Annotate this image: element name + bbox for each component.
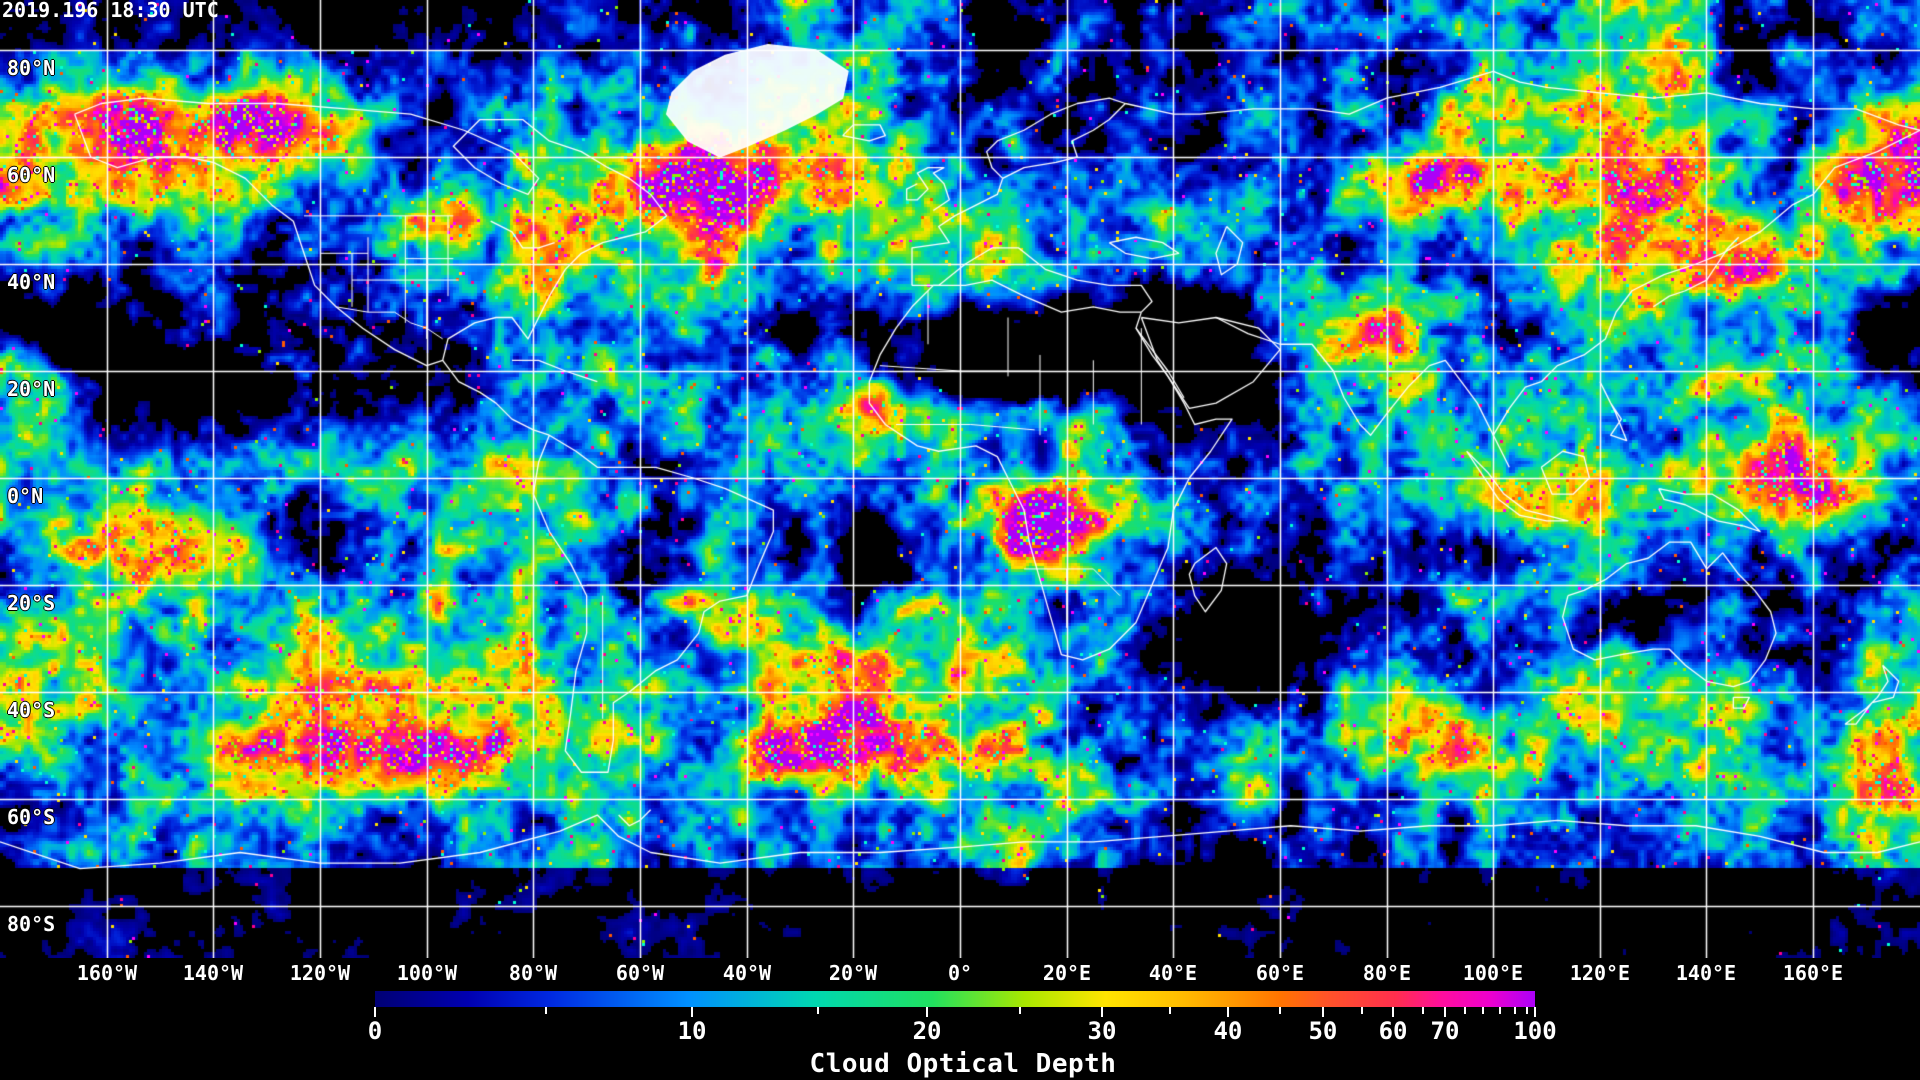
lon-label: 0° bbox=[947, 961, 973, 985]
lat-label: 40°S bbox=[7, 698, 56, 722]
lat-label: 20°N bbox=[7, 377, 56, 401]
lat-label: 20°S bbox=[7, 591, 56, 615]
lon-label: 40°W bbox=[722, 961, 772, 985]
colorbar-tick-minor bbox=[1421, 1007, 1424, 1014]
lat-label: 0°N bbox=[7, 484, 44, 508]
lon-label: 80°E bbox=[1362, 961, 1412, 985]
lon-label: 140°E bbox=[1675, 961, 1737, 985]
colorbar-tick-minor bbox=[1168, 1007, 1171, 1014]
colorbar-tick-label: 50 bbox=[1308, 1017, 1338, 1045]
lon-label: 140°W bbox=[182, 961, 244, 985]
colorbar-tick-major bbox=[1226, 1007, 1229, 1017]
lon-label: 120°E bbox=[1569, 961, 1631, 985]
colorbar-tick-label: 30 bbox=[1087, 1017, 1117, 1045]
lat-label: 80°N bbox=[7, 56, 56, 80]
lat-label: 60°N bbox=[7, 163, 56, 187]
colorbar-tick-label: 100 bbox=[1513, 1017, 1557, 1045]
colorbar-tick-major bbox=[1443, 1007, 1446, 1017]
lon-label: 20°W bbox=[828, 961, 878, 985]
colorbar-tick-minor bbox=[1525, 1007, 1528, 1014]
colorbar-tick-major bbox=[374, 1007, 376, 1017]
timestamp-label: 2019.196 18:30 UTC bbox=[2, 0, 219, 22]
colorbar-tick-major bbox=[1392, 1007, 1395, 1017]
lon-label: 120°W bbox=[289, 961, 351, 985]
colorbar-tick-minor bbox=[1018, 1007, 1021, 1014]
colorbar-tick-major bbox=[926, 1007, 929, 1017]
lon-label: 60°E bbox=[1255, 961, 1305, 985]
colorbar-tick-label: 60 bbox=[1378, 1017, 1408, 1045]
colorbar-tick-label: 20 bbox=[912, 1017, 942, 1045]
colorbar-tick-minor bbox=[1361, 1007, 1364, 1014]
lon-label: 160°E bbox=[1782, 961, 1844, 985]
lon-label: 40°E bbox=[1148, 961, 1198, 985]
colorbar-tick-minor bbox=[1482, 1007, 1485, 1014]
colorbar-gradient bbox=[375, 991, 1535, 1007]
colorbar-tick-major bbox=[1321, 1007, 1324, 1017]
lon-label: 100°W bbox=[396, 961, 458, 985]
colorbar-title: Cloud Optical Depth bbox=[809, 1049, 1117, 1079]
lon-label: 160°W bbox=[76, 961, 138, 985]
colorbar-tick-minor bbox=[1279, 1007, 1282, 1014]
lon-label: 80°W bbox=[508, 961, 558, 985]
world-cloud-map-canvas bbox=[0, 0, 1920, 958]
colorbar-tick-label: 0 bbox=[367, 1017, 383, 1045]
colorbar-tick-minor bbox=[544, 1007, 547, 1014]
lon-label: 100°E bbox=[1462, 961, 1524, 985]
colorbar-tick-label: 10 bbox=[677, 1017, 707, 1045]
colorbar-tick-label: 40 bbox=[1213, 1017, 1243, 1045]
colorbar-tick-major bbox=[691, 1007, 694, 1017]
colorbar-tick-minor bbox=[817, 1007, 819, 1014]
colorbar-tick-minor bbox=[1514, 1007, 1517, 1014]
lat-label: 80°S bbox=[7, 912, 56, 936]
lon-label: 60°W bbox=[615, 961, 665, 985]
lat-label: 60°S bbox=[7, 805, 56, 829]
lat-label: 40°N bbox=[7, 270, 56, 294]
colorbar-tick-minor bbox=[1464, 1007, 1467, 1014]
colorbar-tick-major bbox=[1100, 1007, 1103, 1017]
colorbar-tick-minor bbox=[1498, 1007, 1501, 1014]
colorbar-tick-major bbox=[1534, 1007, 1536, 1017]
colorbar-tick-label: 70 bbox=[1430, 1017, 1460, 1045]
lon-label: 20°E bbox=[1042, 961, 1092, 985]
